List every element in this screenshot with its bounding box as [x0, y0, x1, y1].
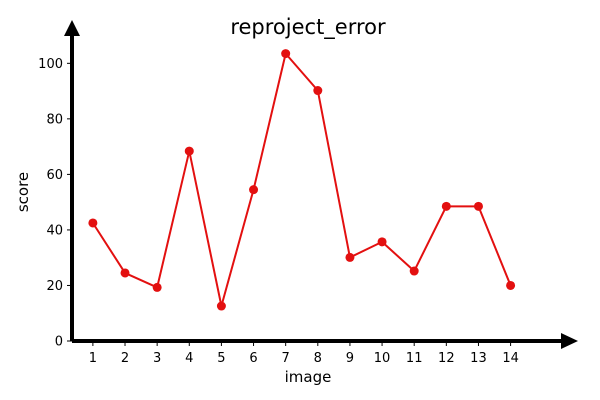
x-tick-label: 4 — [185, 351, 193, 366]
y-tick-label: 60 — [46, 168, 63, 183]
data-point — [409, 266, 419, 276]
y-tick-label: 40 — [46, 223, 63, 238]
x-tick-label: 2 — [121, 351, 129, 366]
x-tick-label: 3 — [153, 351, 161, 366]
x-tick-label: 6 — [249, 351, 257, 366]
data-point — [506, 280, 516, 290]
x-tick-label: 5 — [217, 351, 225, 366]
x-tick-label: 11 — [406, 351, 423, 366]
chart-title: reproject_error — [230, 15, 386, 40]
x-tick-label: 7 — [282, 351, 290, 366]
x-axis-ticks: 1 2 3 4 5 6 7 8 9 10 11 12 13 14 — [89, 341, 519, 366]
data-point — [313, 86, 323, 96]
x-tick-label: 12 — [438, 351, 455, 366]
data-point — [377, 237, 387, 247]
data-point — [184, 146, 194, 156]
x-tick-label: 8 — [314, 351, 322, 366]
axes — [64, 20, 578, 349]
series-line — [92, 52, 512, 308]
data-point — [281, 49, 291, 59]
y-tick-label: 100 — [38, 57, 63, 72]
y-axis-label: score — [14, 172, 32, 212]
x-axis-arrow — [561, 333, 578, 349]
x-tick-label: 10 — [374, 351, 391, 366]
data-point — [88, 218, 98, 228]
y-tick-label: 20 — [46, 279, 63, 294]
y-tick-label: 0 — [55, 335, 63, 350]
data-point — [152, 282, 162, 292]
data-point — [345, 252, 355, 262]
data-point — [441, 201, 451, 211]
y-axis-ticks: 0 20 40 60 80 100 — [38, 57, 72, 350]
data-point — [120, 268, 130, 278]
data-point — [249, 185, 259, 195]
data-series — [88, 49, 516, 311]
data-point — [216, 301, 226, 311]
y-axis-arrow — [64, 20, 80, 36]
x-tick-label: 9 — [346, 351, 354, 366]
x-tick-label: 1 — [89, 351, 97, 366]
x-tick-label: 13 — [470, 351, 487, 366]
x-axis-label: image — [285, 368, 332, 386]
data-point — [473, 201, 483, 211]
x-tick-label: 14 — [502, 351, 519, 366]
y-tick-label: 80 — [46, 112, 63, 127]
